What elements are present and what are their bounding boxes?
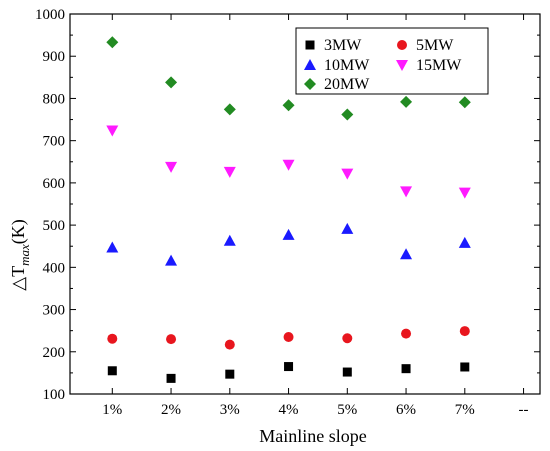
data-point — [460, 362, 470, 372]
legend-label-10mw: 10MW — [324, 57, 370, 74]
data-point — [165, 76, 178, 89]
legend-marker-15mw — [396, 60, 408, 71]
data-point — [458, 187, 471, 199]
series-5mw — [107, 326, 470, 350]
legend-label-5mw: 5MW — [416, 37, 454, 54]
y-tick-label: 300 — [43, 303, 66, 319]
x-tick-label: 4% — [279, 402, 299, 418]
legend-label-15mw: 15MW — [416, 57, 462, 74]
data-point — [165, 161, 178, 173]
data-point — [106, 125, 119, 137]
data-point — [341, 168, 354, 180]
data-point — [459, 326, 470, 337]
data-point — [341, 108, 354, 121]
legend: 3MW 5MW 10MW 15MW 20MW — [295, 27, 489, 95]
data-point — [282, 159, 295, 171]
data-point — [166, 334, 177, 345]
legend-box — [295, 27, 489, 95]
data-point — [106, 36, 119, 49]
data-point — [284, 362, 294, 372]
y-tick-label: 200 — [43, 345, 66, 361]
y-tick-label: 400 — [43, 260, 66, 276]
data-point — [458, 96, 471, 109]
y-tick-label: 900 — [43, 49, 66, 65]
data-point — [282, 99, 295, 112]
y-tick-label: 700 — [43, 134, 66, 150]
data-point — [223, 103, 236, 116]
series-20mw — [106, 36, 471, 121]
y-tick-label: 800 — [43, 91, 66, 107]
series-15mw — [106, 125, 471, 199]
y-axis-title-symbol: △T — [8, 266, 28, 291]
x-axis-title: Mainline slope — [259, 426, 366, 446]
data-point — [223, 234, 236, 246]
x-tick-label: 6% — [396, 402, 416, 418]
data-markers — [106, 36, 471, 383]
legend-marker-10mw — [304, 59, 316, 70]
data-point — [282, 228, 295, 240]
series-10mw — [106, 222, 471, 266]
x-tick-label: 1% — [102, 402, 122, 418]
y-axis-title: △Tmax(K) — [8, 219, 32, 291]
data-point — [225, 369, 235, 379]
data-point — [165, 254, 178, 266]
legend-marker-5mw — [397, 40, 407, 50]
data-point — [224, 339, 235, 350]
y-tick-label: 500 — [43, 218, 66, 234]
y-axis-title-unit: (K) — [8, 219, 29, 244]
data-point — [342, 367, 352, 377]
legend-marker-20mw — [304, 78, 316, 90]
data-point — [400, 248, 413, 260]
x-tick-label: 7% — [455, 402, 475, 418]
series-3mw — [107, 362, 470, 383]
data-point — [401, 328, 412, 339]
x-axis: 1% 2% 3% 4% 5% 6% 7% -- — [102, 14, 529, 418]
x-tick-label: 5% — [337, 402, 357, 418]
y-axis: 100 200 300 400 500 600 700 800 900 1000 — [35, 7, 540, 403]
data-point — [283, 332, 294, 342]
data-point — [106, 241, 119, 253]
data-point — [223, 166, 236, 178]
y-tick-label: 100 — [43, 387, 66, 403]
data-point — [400, 95, 413, 108]
data-point — [107, 366, 117, 376]
data-point — [341, 222, 354, 234]
data-point — [342, 333, 353, 344]
data-point — [166, 373, 176, 383]
data-point — [401, 364, 411, 374]
x-tick-label: 3% — [220, 402, 240, 418]
y-axis-title-subscript: max — [17, 244, 32, 266]
legend-label-20mw: 20MW — [324, 76, 370, 93]
y-tick-label: 600 — [43, 176, 66, 192]
data-point — [458, 236, 471, 248]
data-point — [400, 186, 413, 198]
y-tick-label: 1000 — [35, 7, 65, 23]
x-tick-label: -- — [519, 402, 529, 418]
legend-label-3mw: 3MW — [324, 37, 362, 54]
legend-marker-3mw — [305, 40, 315, 50]
data-point — [107, 333, 118, 344]
x-tick-label: 2% — [161, 402, 181, 418]
